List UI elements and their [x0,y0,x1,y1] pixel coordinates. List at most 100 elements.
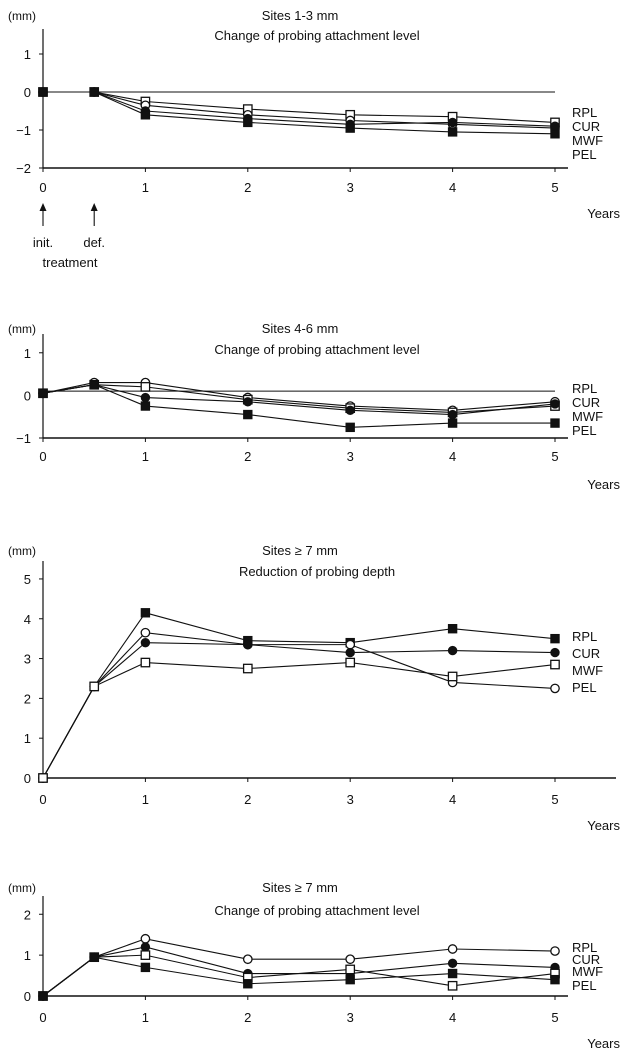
legend-entry-rpl: RPL [572,105,597,120]
legend-entry-pel: PEL [572,978,597,993]
series-line-3 [42,384,556,416]
x-tick-label: 1 [142,792,149,807]
x-axis-label: Years [587,818,620,833]
legend-entry-mwf: MWF [572,133,603,148]
x-tick-label: 2 [244,449,251,464]
series-line-2 [43,91,556,129]
legend-entry-pel: PEL [572,147,597,162]
data-point-s3-6 [550,647,560,658]
data-point-s4-6 [550,418,560,428]
x-tick-label: 3 [347,180,354,195]
data-point-s3-5 [447,980,458,991]
data-point-s2-6 [550,683,560,694]
x-tick-label: 0 [39,1010,46,1025]
chart-title-line1: Sites ≥ 7 mm [262,880,338,895]
legend-entry-mwf: MWF [572,663,603,678]
series-line-2 [42,946,556,997]
data-point-s4-6 [550,659,560,670]
y-tick-label: 4 [24,612,31,627]
y-tick-label: 1 [24,47,31,62]
y-tick-label: 0 [24,989,31,1004]
data-point-s4-0 [38,773,48,783]
annotation-treatment: treatment [43,255,98,270]
data-point-s3-4 [345,647,355,658]
x-tick-label: 0 [39,180,46,195]
data-point-s4-2 [140,110,151,120]
annotation-def: def. [83,235,105,250]
chart-panel-1: (mm) Sites 1-3 mm Change of probing attach… [8,8,620,270]
chart-panel-4: (mm) Sites ≥ 7 mm Change of probing attach… [8,880,620,1051]
data-point-s1-2 [140,933,151,944]
x-tick-label: 3 [347,1010,354,1025]
x-tick-label: 2 [244,1010,251,1025]
series-line-2 [42,632,556,779]
y-tick-label: 5 [24,572,31,587]
chart-title-line2: Change of probing attachment level [214,28,419,43]
x-tick-label: 3 [347,449,354,464]
data-point-s4-6 [550,974,560,985]
data-point-s4-0 [38,87,48,97]
data-point-s4-1 [89,380,99,390]
data-point-s3-5 [447,645,458,656]
y-unit-label: (mm) [8,9,36,23]
data-point-s4-5 [447,671,458,682]
legend-entry-rpl: RPL [572,940,597,955]
data-point-s2-5 [447,958,458,969]
x-axis-label: Years [587,206,620,221]
y-tick-label: 1 [24,948,31,963]
y-unit-label: (mm) [8,544,36,558]
x-tick-label: 5 [551,792,558,807]
treatment-arrowhead-2 [90,203,98,211]
annotation-init: init. [33,235,53,250]
series-line-4 [42,661,556,779]
chart-title-line1: Sites 4-6 mm [262,321,339,336]
series-line-1 [42,938,556,997]
legend-entry-rpl: RPL [572,381,597,396]
y-tick-label: −1 [16,431,31,446]
legend-entry-mwf: MWF [572,409,603,424]
legend-entry-cur: CUR [572,646,600,661]
data-point-s1-6 [550,633,560,644]
data-point-s4-5 [447,127,458,137]
data-point-s1-3 [242,954,253,965]
series-line-4 [42,956,556,997]
data-point-s3-5 [447,117,458,128]
chart-panel-2: (mm) Sites 4-6 mm Change of probing attach… [8,321,620,492]
data-point-s4-5 [447,418,458,428]
legend-entry-pel: PEL [572,423,597,438]
data-point-s4-0 [38,388,48,398]
data-point-s1-5 [447,944,458,954]
legend-entry-cur: CUR [572,119,600,134]
data-point-s2-2 [140,942,151,952]
data-point-s2-2 [140,627,151,638]
data-point-s3-2 [140,950,151,960]
y-tick-label: −2 [16,161,31,176]
data-point-s3-3 [243,639,253,650]
y-tick-label: 1 [24,346,31,361]
data-point-s2-2 [140,382,151,392]
x-tick-label: 5 [551,180,558,195]
x-tick-label: 0 [39,449,46,464]
chart-title-line1: Sites 1-3 mm [262,8,339,23]
data-point-s3-5 [447,409,458,420]
series-line-1 [42,612,556,779]
data-point-s4-1 [89,952,99,962]
x-tick-label: 4 [449,1010,456,1025]
y-unit-label: (mm) [8,881,36,895]
data-point-s4-4 [345,422,355,433]
x-tick-label: 4 [449,180,456,195]
data-point-s4-0 [38,991,48,1001]
data-point-s1-5 [447,624,458,634]
series-line-3 [42,642,556,779]
data-point-s4-2 [140,657,151,668]
data-point-s4-5 [447,968,458,979]
y-tick-label: 0 [24,771,31,786]
chart-title-line2: Change of probing attachment level [214,342,419,357]
data-point-s4-4 [345,657,356,668]
y-tick-label: 0 [24,85,31,100]
chart-title-line1: Sites ≥ 7 mm [262,543,338,558]
data-point-s4-6 [550,129,560,139]
data-point-s3-2 [140,637,151,648]
y-tick-label: 0 [24,388,31,403]
chart-title-line2: Reduction of probing depth [239,564,395,579]
